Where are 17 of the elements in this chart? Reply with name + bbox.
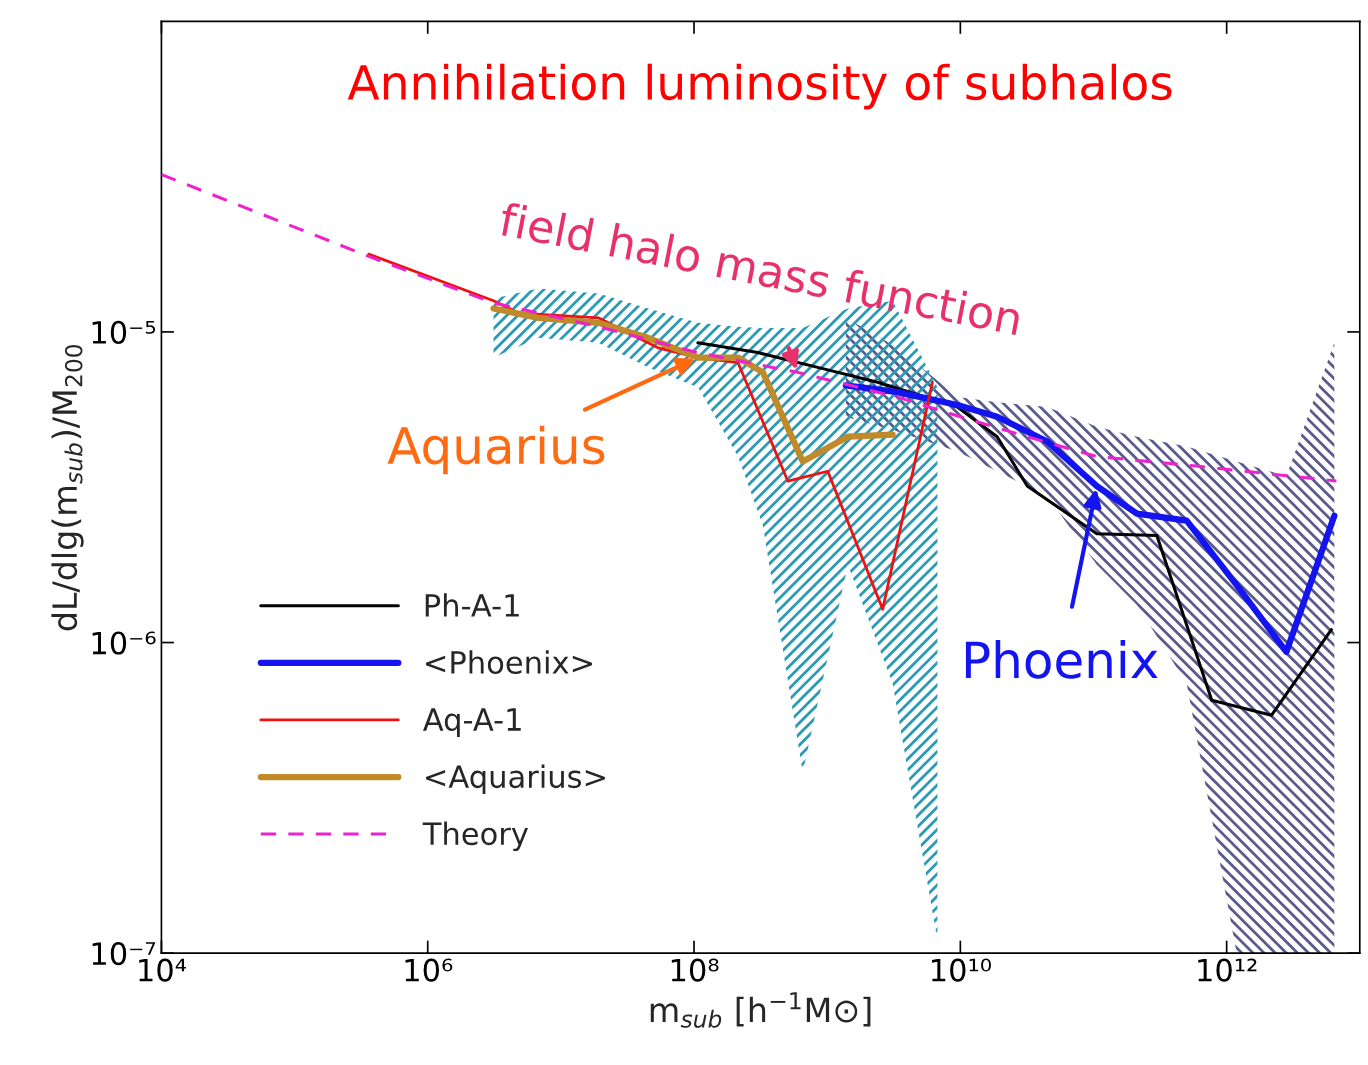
text: Annihilation luminosity of subhalos xyxy=(347,63,1172,110)
legend-label: <Phoenix> xyxy=(426,650,592,674)
y-tick-label: 10⁻⁶ xyxy=(92,631,156,655)
x-tick-label: 10⁸ xyxy=(671,958,719,982)
legend-label: Theory xyxy=(422,821,529,852)
x-tick-label: 10¹² xyxy=(1198,958,1257,982)
y-tick-label: 10⁻⁵ xyxy=(92,320,156,344)
legend-label: Aq-A-1 xyxy=(423,708,521,737)
legend-label: Ph-A-1 xyxy=(425,593,519,617)
y-axis-title: dL/dlg(m$_{sub}$)/M$_{200}$ xyxy=(51,344,84,631)
x-tick-label: 10⁶ xyxy=(405,958,453,982)
annotation: Aquarius xyxy=(387,425,605,475)
annotation: Phoenix xyxy=(965,640,1158,679)
x-axis-title: m$_{sub}$ [h$^{−1}$M⊙] xyxy=(650,992,871,1028)
x-tick-label: 10¹⁰ xyxy=(932,958,991,982)
legend-label: <Aquarius> xyxy=(426,764,605,795)
annotation: field halo mass function xyxy=(498,201,1022,336)
